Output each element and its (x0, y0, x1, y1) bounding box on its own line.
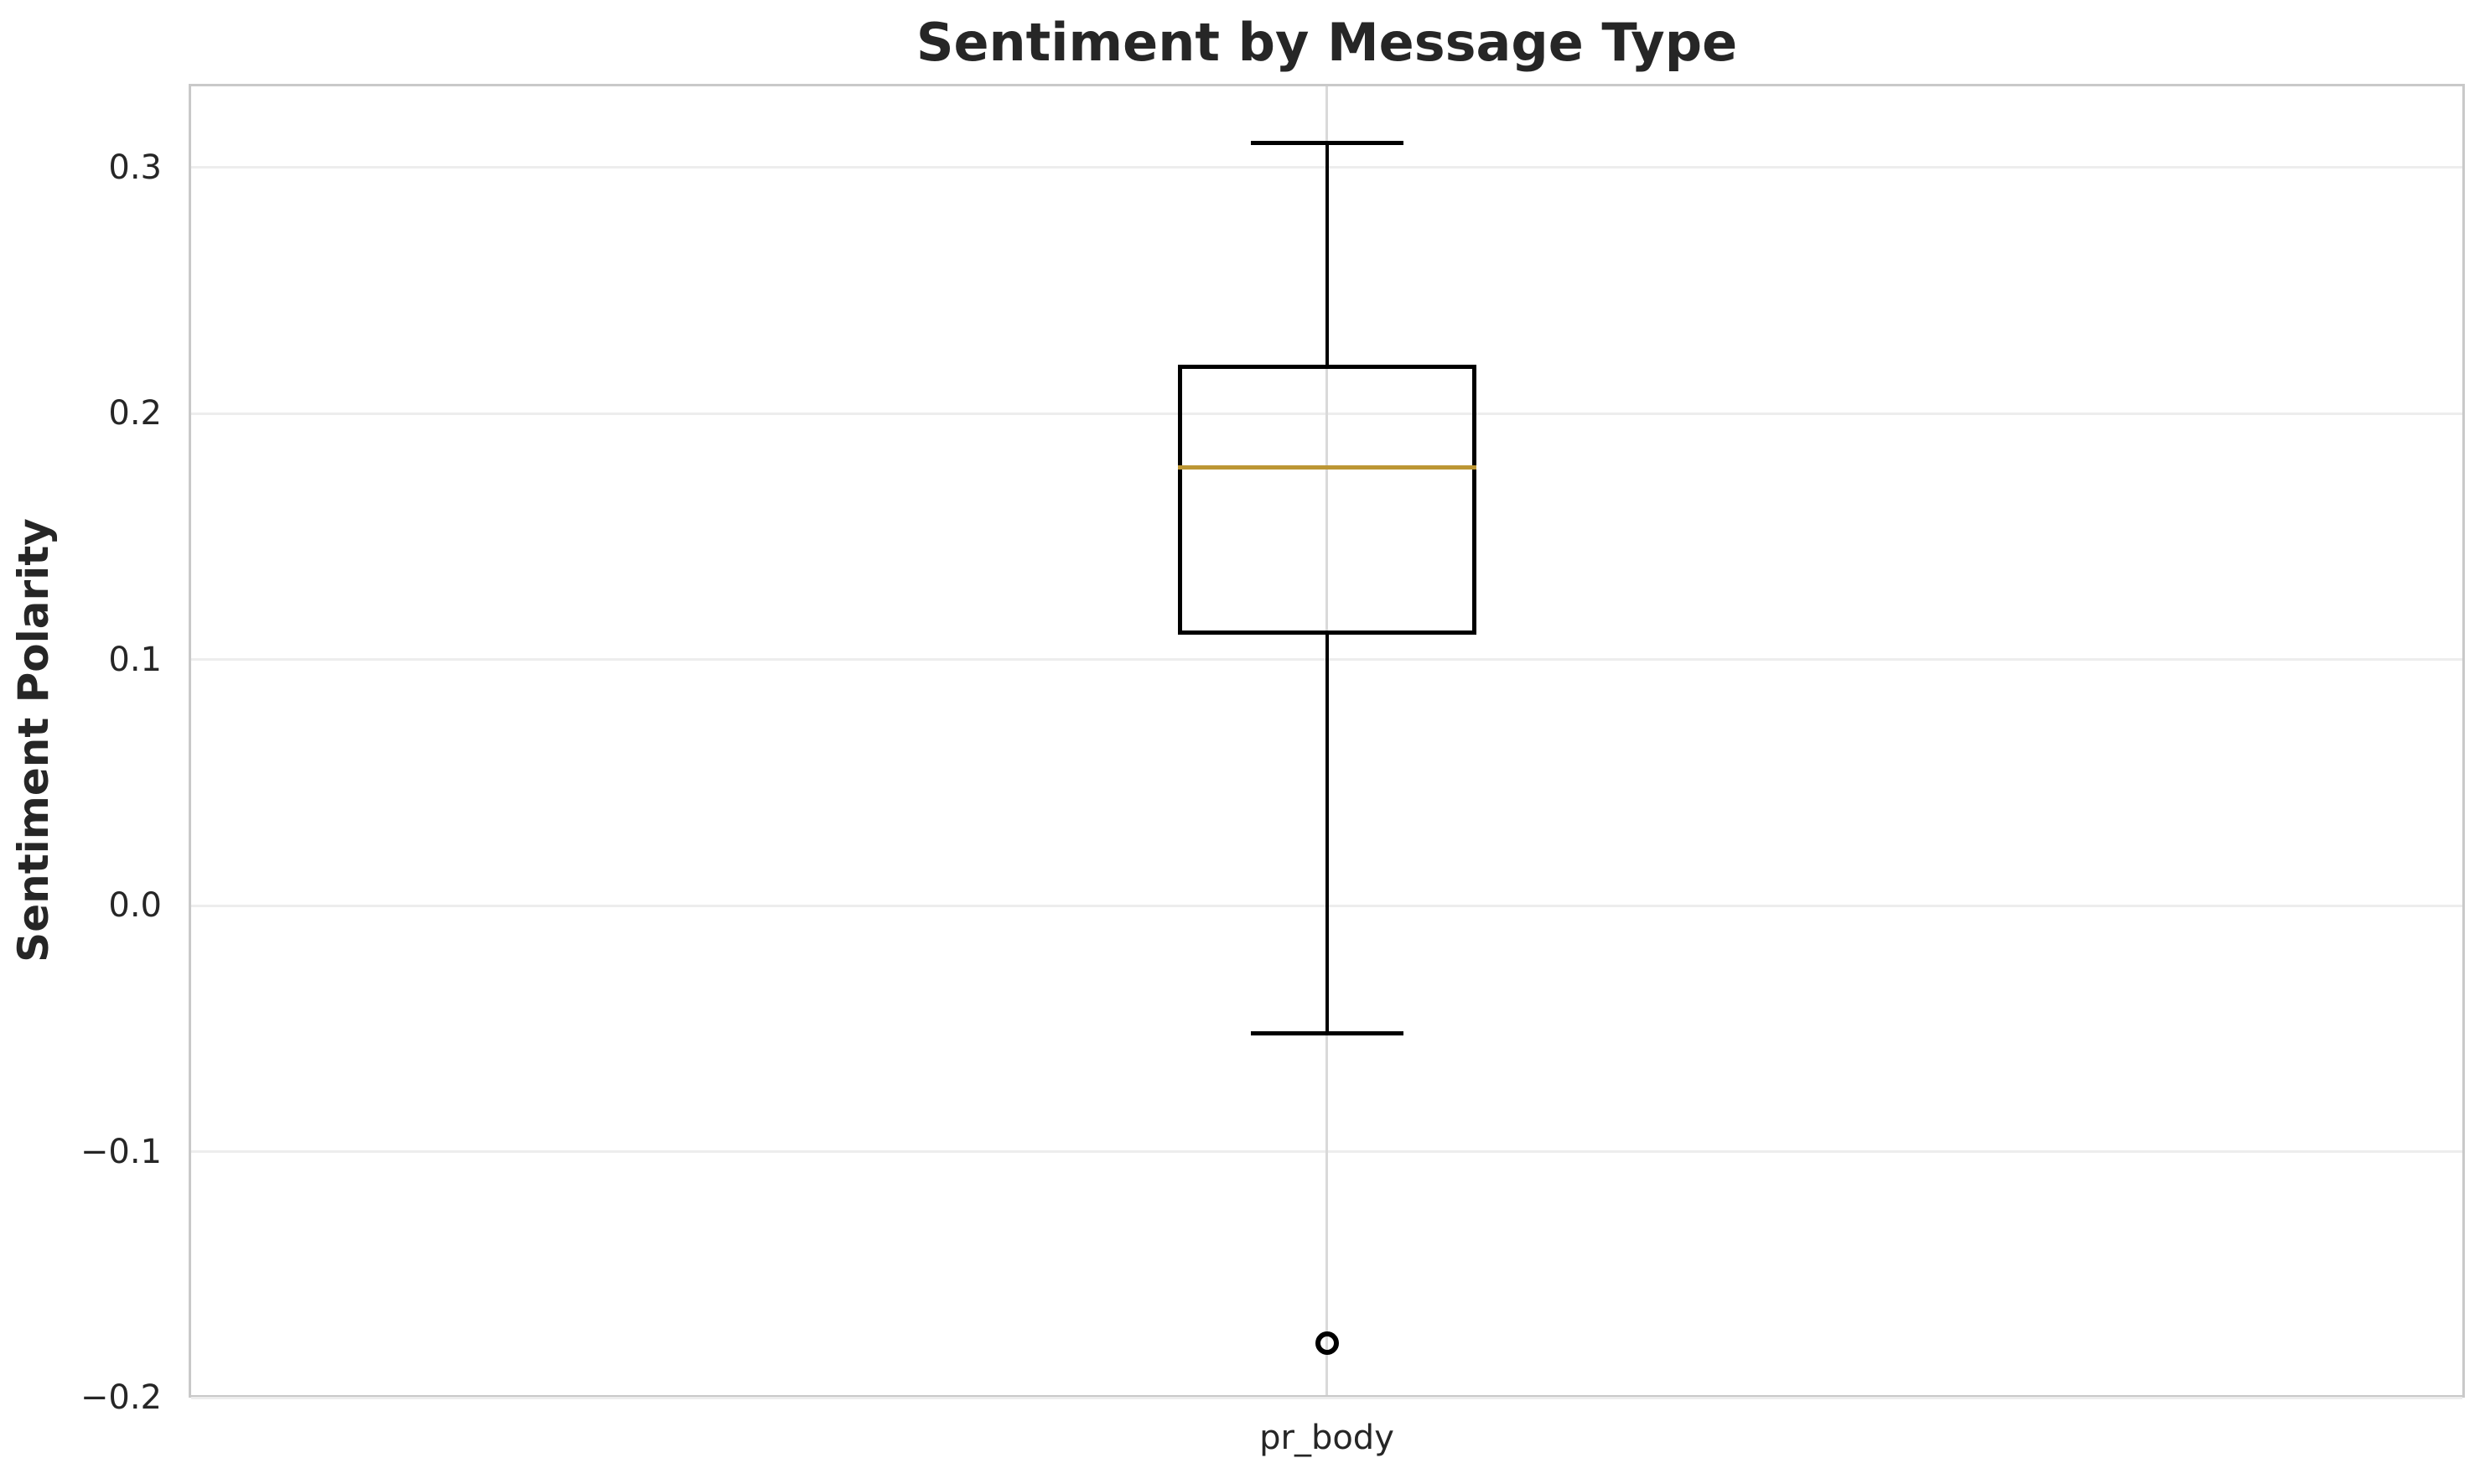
median-line (1177, 465, 1476, 470)
y-tick-label: 0.2 (108, 394, 162, 433)
y-gridline (191, 1396, 2462, 1399)
y-tick-label: 0.3 (108, 148, 162, 187)
y-tick-label: 0.0 (108, 886, 162, 926)
y-tick-label: −0.1 (80, 1132, 162, 1171)
x-tick-label: pr_body (1259, 1419, 1394, 1457)
whisker-line-lower (1325, 635, 1329, 1034)
whisker-line-upper (1325, 143, 1329, 365)
y-tick-label: −0.2 (80, 1378, 162, 1417)
whisker-cap-lower (1250, 1031, 1403, 1036)
chart-title: Sentiment by Message Type (916, 12, 1738, 73)
y-tick-label: 0.1 (108, 640, 162, 679)
whisker-cap-upper (1250, 140, 1403, 145)
iqr-box (1177, 364, 1476, 636)
outlier-point (1315, 1331, 1339, 1356)
plot-area (189, 84, 2465, 1399)
